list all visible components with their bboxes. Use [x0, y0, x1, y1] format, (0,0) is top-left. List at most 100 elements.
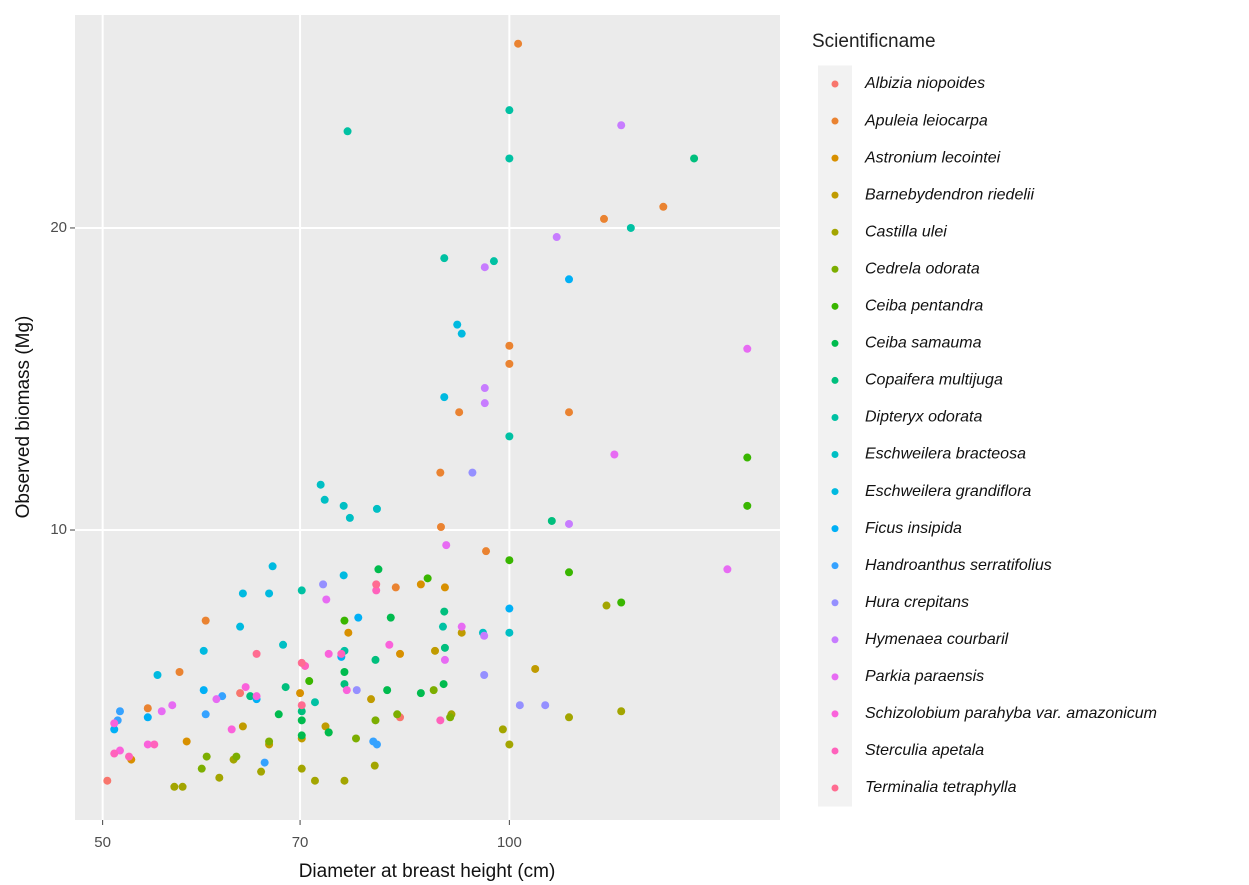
legend-key: [831, 265, 839, 273]
point: [337, 649, 346, 658]
legend-label: Ficus insipida: [865, 520, 962, 537]
legend-label: Ceiba samauma: [865, 335, 982, 352]
point: [442, 541, 451, 550]
point: [599, 214, 608, 223]
point: [565, 408, 574, 417]
point: [297, 764, 306, 773]
point: [182, 737, 191, 746]
x-tick-label: 100: [497, 834, 522, 851]
point: [265, 589, 274, 598]
point: [343, 127, 352, 136]
point: [515, 701, 524, 710]
point: [236, 689, 245, 698]
point: [391, 583, 400, 592]
plot-background: [75, 15, 780, 820]
point: [396, 649, 405, 658]
x-tick-label: 70: [292, 834, 309, 851]
point: [371, 655, 380, 664]
point: [340, 667, 349, 676]
point: [115, 707, 124, 716]
point: [257, 767, 266, 776]
point: [268, 562, 277, 571]
point: [723, 565, 732, 574]
legend-label: Castilla ulei: [865, 223, 947, 240]
y-tick-label: 10: [50, 521, 67, 538]
point: [659, 202, 668, 211]
legend-label: Terminalia tetraphylla: [865, 779, 1017, 796]
point: [602, 601, 611, 610]
point: [383, 686, 392, 695]
point: [436, 468, 445, 477]
legend-key: [831, 154, 839, 162]
point: [440, 254, 449, 263]
point: [436, 716, 445, 725]
point: [505, 556, 514, 565]
point: [436, 522, 445, 531]
point: [110, 719, 119, 728]
legend-label: Parkia paraensis: [865, 668, 984, 685]
point: [345, 513, 354, 522]
point: [201, 616, 210, 625]
point: [143, 740, 152, 749]
point: [480, 671, 489, 680]
legend-key: [831, 599, 839, 607]
point: [480, 631, 489, 640]
legend-label: Albizia niopoides: [864, 75, 985, 92]
point: [617, 598, 626, 607]
legend-key: [831, 451, 839, 459]
legend-key: [831, 191, 839, 199]
point: [489, 257, 498, 266]
point: [252, 649, 261, 658]
point: [440, 393, 449, 402]
legend-label: Cedrela odorata: [865, 260, 980, 277]
point: [498, 725, 507, 734]
point: [480, 399, 489, 408]
point: [505, 628, 514, 637]
point: [319, 580, 328, 589]
legend-key: [831, 562, 839, 570]
point: [416, 689, 425, 698]
point: [626, 223, 635, 232]
point: [429, 686, 438, 695]
legend-label: Hura crepitans: [865, 594, 969, 611]
point: [274, 710, 283, 719]
point: [505, 359, 514, 368]
point: [352, 686, 361, 695]
point: [440, 655, 449, 664]
point: [310, 776, 319, 785]
point: [367, 695, 376, 704]
point: [103, 776, 112, 785]
legend-key: [831, 673, 839, 681]
point: [297, 658, 306, 667]
point: [202, 752, 211, 761]
point: [340, 616, 349, 625]
legend-label: Sterculia apetala: [865, 742, 984, 759]
point: [320, 495, 329, 504]
legend-key: [831, 302, 839, 310]
point: [617, 707, 626, 716]
x-tick-label: 50: [94, 834, 111, 851]
point: [565, 713, 574, 722]
legend-label: Eschweilera bracteosa: [865, 446, 1026, 463]
point: [743, 453, 752, 462]
point: [372, 586, 381, 595]
point: [201, 710, 210, 719]
point: [153, 671, 162, 680]
point: [342, 686, 351, 695]
y-tick-label: 20: [50, 219, 67, 236]
point: [297, 586, 306, 595]
point: [110, 725, 119, 734]
point: [690, 154, 699, 163]
point: [440, 643, 449, 652]
point: [297, 731, 306, 740]
point: [212, 695, 221, 704]
point: [297, 716, 306, 725]
point: [178, 782, 187, 791]
point: [232, 752, 241, 761]
point: [175, 667, 184, 676]
point: [547, 516, 556, 525]
point: [339, 501, 348, 510]
legend-title: Scientificname: [812, 31, 936, 52]
point: [322, 595, 331, 604]
point: [423, 574, 432, 583]
